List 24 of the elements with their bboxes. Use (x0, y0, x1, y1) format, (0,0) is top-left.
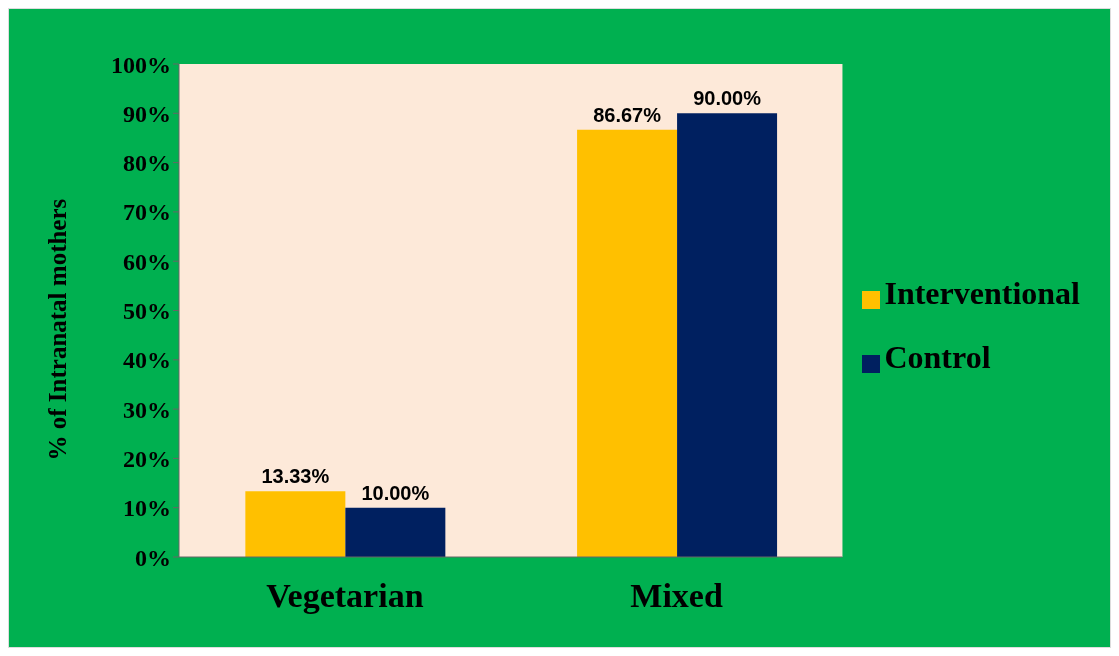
y-tick-label: 10% (123, 495, 171, 522)
data-label: 86.67% (593, 103, 662, 126)
y-tick-label: 30% (123, 396, 171, 423)
legend-label: Control (884, 339, 991, 375)
x-tick-label: Vegetarian (266, 577, 424, 615)
y-tick-label: 20% (123, 445, 171, 472)
data-label: 10.00% (361, 481, 430, 504)
y-tick-label: 90% (123, 100, 171, 127)
legend-label: Interventional (884, 275, 1080, 311)
bar (677, 113, 778, 557)
bar (245, 491, 346, 557)
y-axis-title: % of Intranatal mothers (43, 198, 71, 461)
data-label: 90.00% (693, 87, 762, 110)
y-tick-label: 80% (123, 150, 171, 177)
data-label: 13.33% (261, 465, 330, 488)
y-tick-label: 0% (135, 544, 171, 571)
y-tick-label: 60% (123, 248, 171, 275)
bar (577, 129, 678, 557)
y-tick-label: 40% (123, 347, 171, 374)
bar (345, 507, 446, 557)
y-tick-label: 50% (123, 298, 171, 325)
y-tick-label: 70% (123, 199, 171, 226)
y-tick-label: 100% (111, 51, 171, 78)
x-tick-label: Mixed (630, 577, 723, 615)
